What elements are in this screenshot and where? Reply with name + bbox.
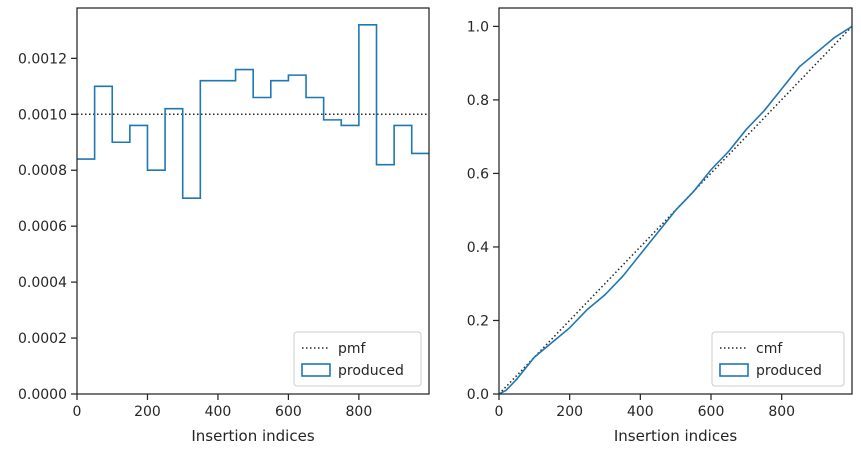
x-tick-label: 600 [698, 404, 725, 420]
data-layer [499, 25, 852, 394]
y-tick-label: 0.6 [467, 166, 489, 182]
legend-swatch-produced [301, 363, 331, 377]
series-produced-line [499, 25, 852, 394]
y-tick-label: 0.4 [467, 240, 489, 256]
legend-label-produced: produced [756, 363, 822, 379]
x-axis-label: Insertion indices [614, 427, 737, 445]
y-tick-label: 0.2 [467, 313, 489, 329]
axes-frame [498, 7, 853, 395]
x-tick-label: 200 [134, 404, 161, 420]
legend-label-cmf: cmf [756, 341, 783, 357]
x-tick-label: 0 [73, 404, 82, 420]
x-tick-label: 800 [346, 404, 373, 420]
series-produced-line [77, 23, 429, 200]
x-tick-label: 400 [627, 404, 654, 420]
y-tick-label: 1.0 [467, 19, 489, 35]
legend-swatch-produced [719, 363, 749, 377]
axes-frame [76, 7, 430, 395]
x-tick-label: 0 [495, 404, 504, 420]
legend-box [293, 331, 422, 387]
legend-label-pmf: pmf [338, 341, 367, 357]
x-tick-label: 600 [275, 404, 302, 420]
x-axis-label: Insertion indices [191, 427, 314, 445]
y-tick-label: 0.0000 [18, 387, 67, 403]
legend: cmf produced [711, 331, 845, 387]
x-tick-label: 200 [556, 404, 583, 420]
x-tick-label: 400 [205, 404, 232, 420]
chart-panel-2: 0 200 400 600 800 0.0 0.2 0.4 0.6 0.8 1.0 Insertion… [467, 7, 853, 445]
chart-panel-1: 0 200 400 600 800 0.0000 0.0002 0.0004 0.0006 0.0… [18, 7, 430, 445]
legend-label-produced: produced [338, 363, 404, 379]
y-tick-label: 0.0006 [18, 219, 67, 235]
y-tick-label: 0.0002 [18, 331, 67, 347]
y-tick-label: 0.0 [467, 387, 489, 403]
legend: pmf produced [293, 331, 422, 387]
data-layer [77, 23, 429, 200]
y-tick-label: 0.8 [467, 93, 489, 109]
x-tick-label: 800 [768, 404, 795, 420]
y-tick-label: 0.0010 [18, 107, 67, 123]
y-tick-label: 0.0008 [18, 163, 67, 179]
y-tick-label: 0.0004 [18, 275, 67, 291]
legend-box [711, 331, 845, 387]
y-tick-label: 0.0012 [18, 51, 67, 67]
series-cmf-line [499, 25, 852, 394]
